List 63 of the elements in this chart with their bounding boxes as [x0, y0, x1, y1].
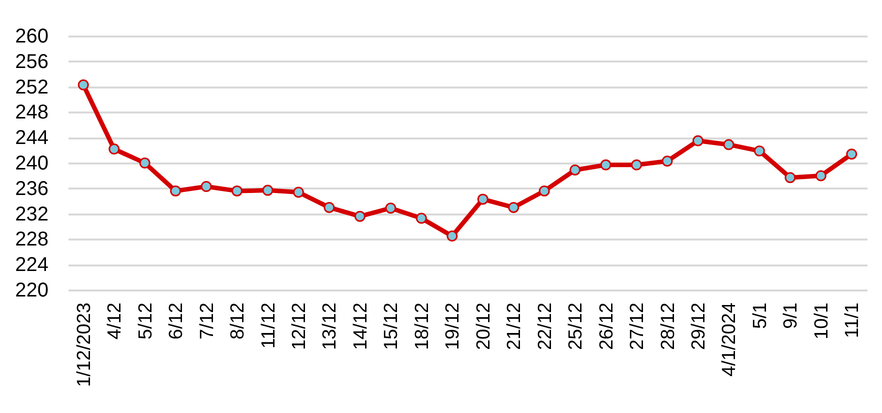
- x-tick-label: 13/12: [320, 302, 341, 350]
- point: [262, 184, 274, 196]
- x-tick-label: 5/12: [135, 302, 156, 340]
- x-tick-label: 4/12: [104, 302, 126, 340]
- x-tick-label: 21/12: [504, 302, 526, 350]
- x-tick-label: 14/12: [350, 302, 372, 350]
- point: [477, 194, 488, 205]
- point: [78, 79, 89, 90]
- point: [754, 145, 765, 156]
- point: [815, 170, 826, 182]
- point: [846, 148, 858, 160]
- point: [292, 186, 304, 198]
- x-tick-label: 18/12: [412, 302, 433, 350]
- point: [170, 185, 182, 196]
- point: [600, 159, 612, 170]
- x-tick-label: 8/12: [228, 302, 249, 340]
- x-tick-label: 28/12: [658, 302, 679, 350]
- y-tick-label: 244: [15, 127, 48, 150]
- point: [662, 156, 673, 167]
- x-tick-label: 12/12: [288, 302, 310, 350]
- y-tick-label: 224: [15, 254, 48, 276]
- x-tick-label: 10/1: [811, 302, 832, 340]
- x-tick-label: 6/12: [166, 302, 188, 340]
- x-tick-label: 20/12: [473, 302, 494, 350]
- y-tick-label: 220: [15, 280, 48, 302]
- y-tick-label: 256: [15, 50, 48, 73]
- x-tick-label: 27/12: [627, 302, 648, 350]
- y-tick-label: 252: [15, 76, 48, 98]
- y-tick-label: 260: [15, 26, 48, 48]
- point: [324, 202, 335, 213]
- point: [538, 185, 550, 196]
- point: [108, 144, 120, 155]
- x-tick-label: 5/1: [750, 302, 771, 329]
- y-tick-label: 228: [15, 228, 48, 251]
- y-tick-label: 240: [15, 152, 48, 174]
- point: [232, 185, 243, 196]
- point: [200, 181, 212, 192]
- x-tick-label: 25/12: [566, 302, 587, 350]
- x-tick-label: 11/1: [842, 302, 864, 338]
- x-tick-label: 7/12: [196, 302, 218, 340]
- x-tick-label: 19/12: [442, 302, 464, 350]
- point: [139, 158, 150, 168]
- y-tick-label: 236: [15, 178, 48, 200]
- point: [570, 164, 581, 176]
- point: [631, 159, 642, 170]
- x-tick-label: 9/1: [780, 302, 802, 329]
- point: [692, 135, 704, 146]
- point: [446, 230, 458, 242]
- point: [784, 172, 796, 184]
- x-tick-label: 15/12: [381, 302, 402, 350]
- x-tick-label: 1/12/2023: [74, 302, 95, 388]
- point: [723, 139, 734, 150]
- point: [416, 212, 427, 224]
- point: [508, 202, 520, 213]
- y-tick-label: 248: [15, 102, 48, 124]
- x-tick-label: 26/12: [596, 302, 618, 350]
- point: [385, 202, 396, 214]
- y-tick-label: 232: [15, 203, 48, 226]
- x-tick-label: 22/12: [534, 302, 556, 350]
- point: [354, 210, 366, 222]
- x-tick-label: 4/1/2024: [719, 302, 740, 376]
- x-tick-label: 29/12: [688, 302, 710, 350]
- x-tick-label: 11/12: [258, 302, 280, 349]
